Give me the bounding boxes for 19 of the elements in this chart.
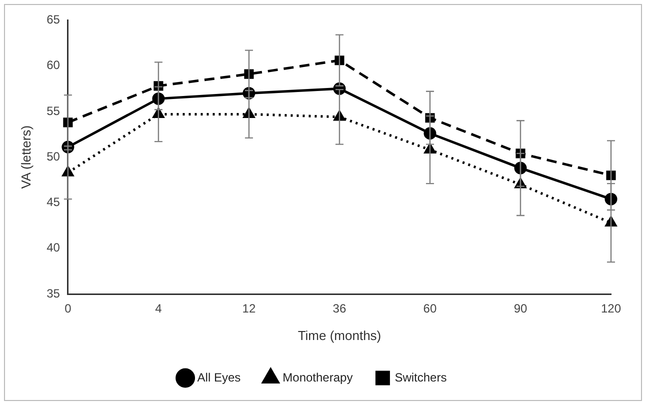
y-tick-label: 65 — [46, 12, 60, 27]
x-tick-label: 4 — [155, 302, 162, 316]
y-tick-label: 45 — [46, 195, 60, 210]
x-tick-label: 90 — [514, 302, 528, 316]
y-tick-label: 50 — [46, 149, 60, 164]
x-tick-label: 60 — [423, 302, 437, 316]
y-tick-label: 40 — [46, 240, 60, 255]
y-tick-label: 55 — [46, 104, 60, 118]
x-tick-label: 36 — [332, 302, 346, 316]
y-tick-label: 35 — [46, 286, 60, 300]
x-tick-label: 120 — [600, 302, 622, 316]
legend-label: Monotherapy — [282, 370, 353, 384]
x-tick-label: 12 — [242, 302, 256, 316]
legend-label: All Eyes — [197, 370, 241, 384]
y-tick-label: 60 — [46, 58, 60, 72]
y-axis-title: VA (letters) — [18, 125, 34, 189]
x-tick-label: 0 — [64, 302, 72, 316]
legend-label: Switchers — [394, 370, 447, 384]
x-axis-title: Time (months) — [298, 328, 382, 343]
